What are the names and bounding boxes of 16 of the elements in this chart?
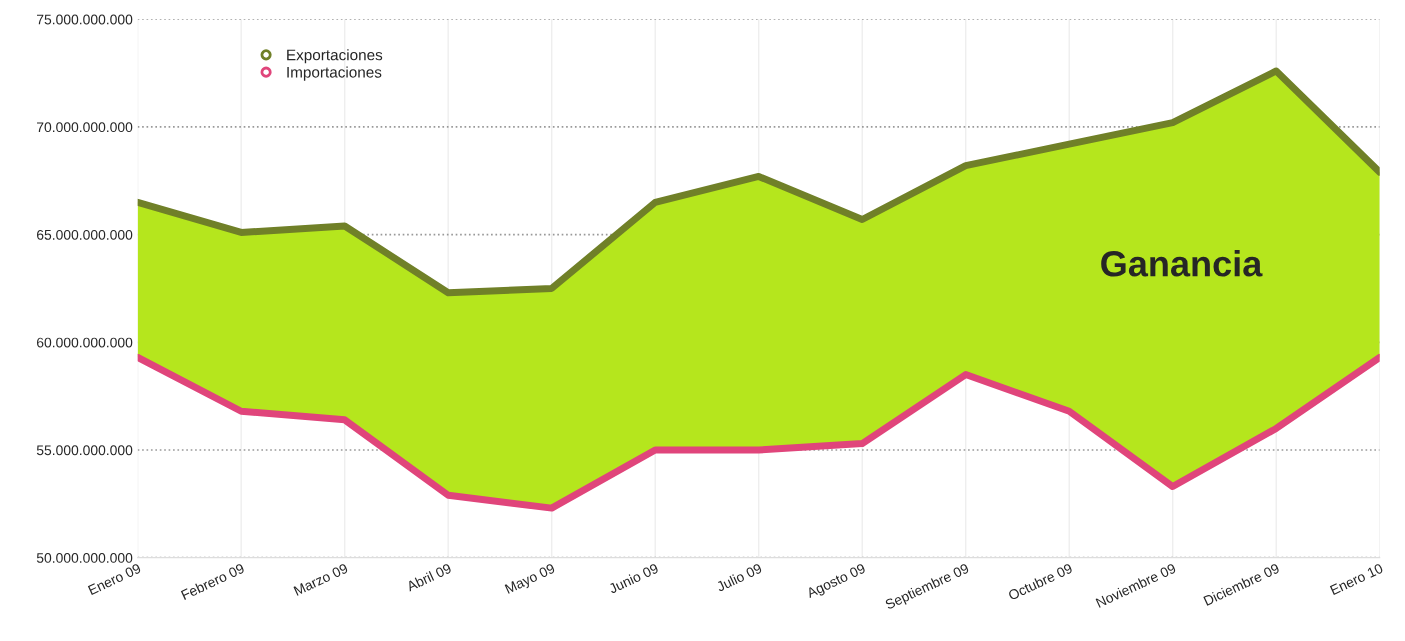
y-tick-label: 60.000.000.000 — [37, 337, 133, 348]
x-tick-label: Enero 10 — [1329, 563, 1384, 596]
x-tick-label: Julio 09 — [715, 562, 763, 592]
legend-label: Exportaciones — [287, 49, 383, 64]
x-tick-label: Marzo 09 — [293, 563, 349, 596]
annotation: Ganancia — [1101, 250, 1263, 277]
y-tick-label: 70.000.000.000 — [37, 122, 133, 133]
y-tick-label: 50.000.000.000 — [36, 553, 133, 563]
x-tick-label: Junio 09 — [607, 562, 659, 594]
x-tick-label: Mayo 09 — [504, 563, 557, 597]
y-tick-label: 65.000.000.000 — [37, 229, 133, 240]
x-tick-label: Abril 09 — [405, 562, 452, 592]
x-tick-label: Enero 09 — [87, 563, 142, 596]
y-tick-label: 55.000.000.000 — [36, 445, 133, 456]
y-tick-label: 75.000.000.000 — [37, 14, 133, 25]
legend-label: Importaciones — [287, 66, 382, 81]
